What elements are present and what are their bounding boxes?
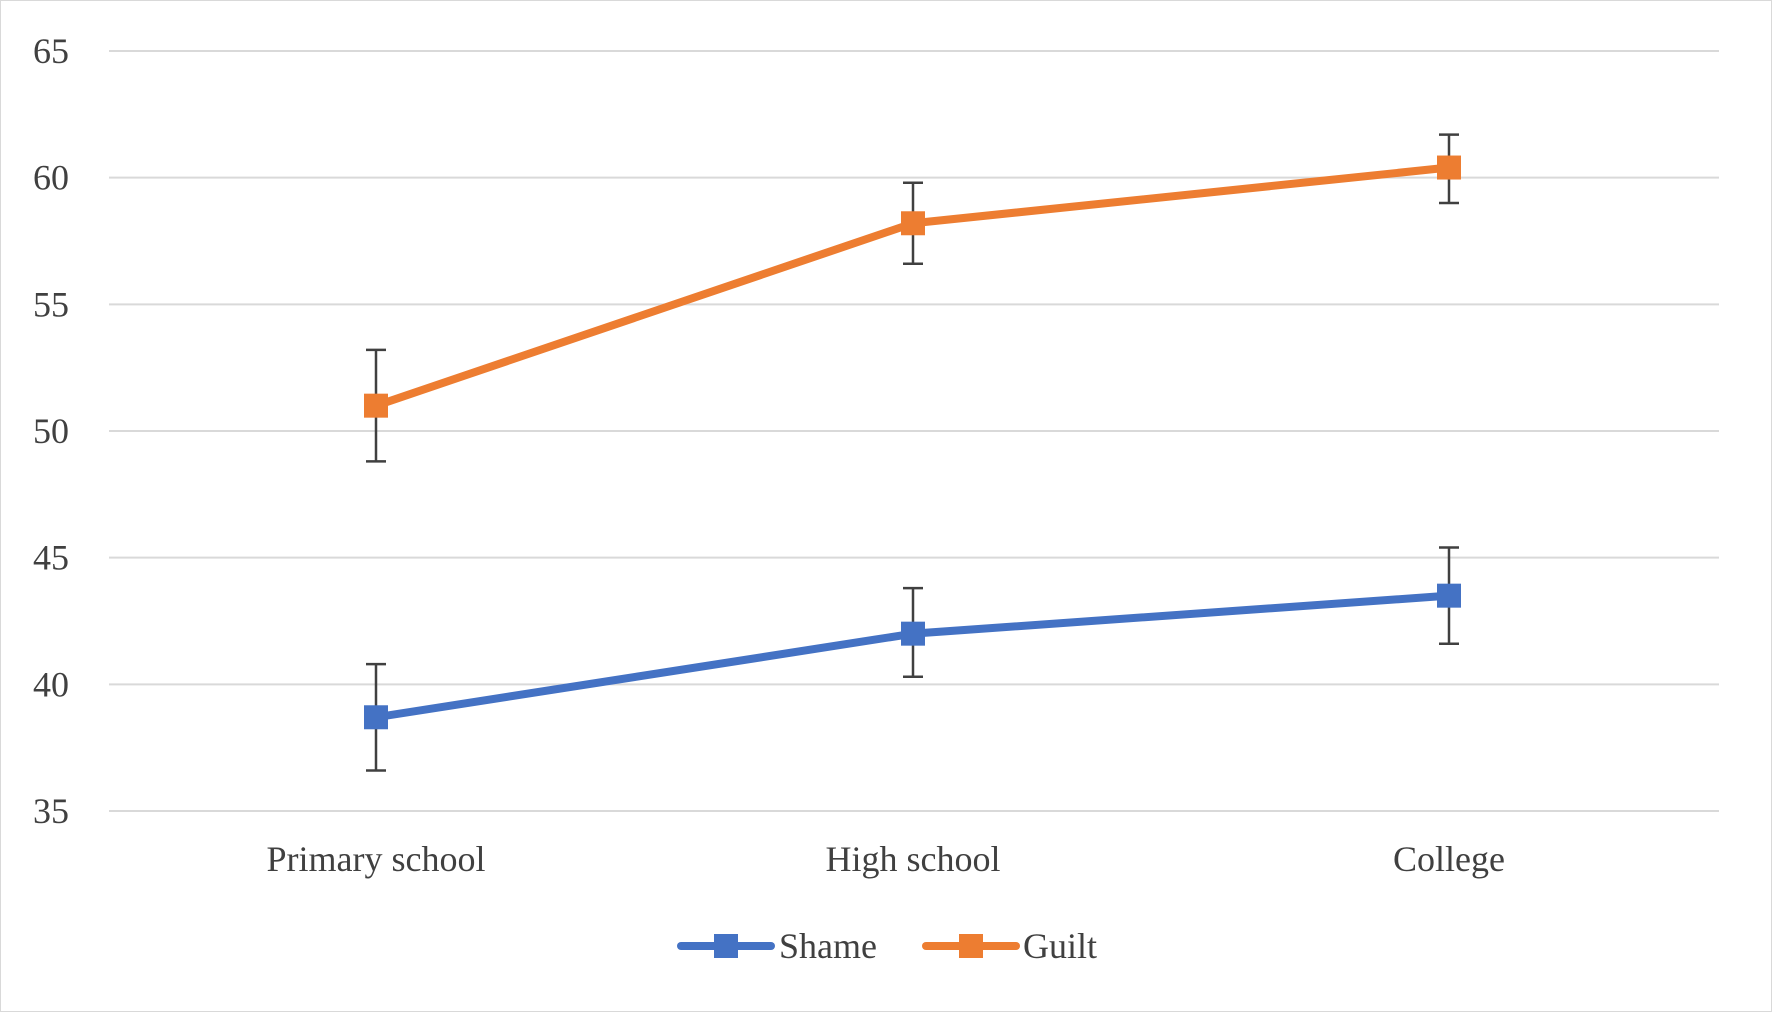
y-tick-label: 35	[33, 791, 69, 831]
guilt-point-marker	[1437, 155, 1461, 180]
legend: Shame Guilt	[677, 926, 1097, 966]
y-tick-label: 40	[33, 664, 69, 704]
shame-point-marker	[1437, 583, 1461, 608]
guilt-legend-marker	[959, 934, 983, 958]
legend-item-shame: Shame	[677, 926, 877, 966]
y-tick-label: 60	[33, 158, 69, 198]
series-layer	[364, 155, 1461, 730]
guilt-point-marker	[901, 211, 925, 236]
shame-point-marker	[901, 621, 925, 646]
y-tick-label: 50	[33, 411, 69, 451]
guilt-legend-label: Guilt	[1023, 926, 1097, 966]
y-axis-tick-labels: 35 40 45 50 55 60 65	[33, 31, 69, 831]
shame-legend-label: Shame	[779, 926, 877, 966]
x-category-label: High school	[826, 839, 1001, 879]
x-axis-category-labels: Primary school High school College	[267, 839, 1505, 879]
grid-layer	[109, 50, 1719, 812]
x-category-label: Primary school	[267, 839, 486, 879]
y-tick-label: 65	[33, 31, 69, 71]
guilt-point-marker	[364, 393, 388, 418]
legend-item-guilt: Guilt	[922, 926, 1097, 966]
y-tick-label: 55	[33, 284, 69, 324]
shame-point-marker	[364, 705, 388, 730]
shame-legend-marker	[714, 934, 738, 958]
x-category-label: College	[1393, 839, 1505, 879]
y-tick-label: 45	[33, 538, 69, 578]
